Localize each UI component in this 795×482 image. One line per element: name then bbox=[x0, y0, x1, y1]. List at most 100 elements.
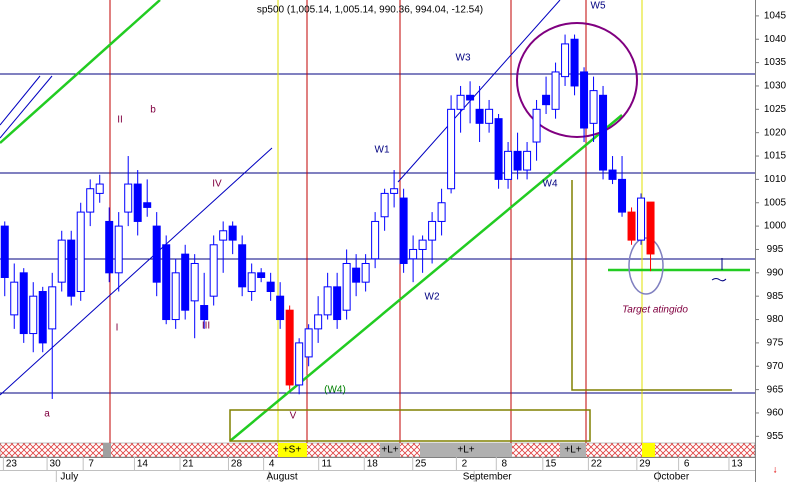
annotation: II bbox=[117, 115, 123, 126]
candle-body bbox=[190, 262, 199, 302]
month-label: August bbox=[266, 472, 297, 482]
candle-body bbox=[314, 314, 323, 330]
candle-body bbox=[143, 202, 152, 208]
candle-body bbox=[57, 239, 66, 283]
candle-body bbox=[219, 230, 228, 241]
y-tick-label: 990 bbox=[767, 267, 784, 278]
svg-text:↓: ↓ bbox=[773, 465, 778, 476]
candle-body bbox=[295, 342, 304, 386]
y-tick-label: 980 bbox=[767, 314, 784, 325]
candle-body bbox=[38, 291, 47, 344]
candle-body bbox=[152, 225, 161, 283]
candle-body bbox=[532, 108, 541, 143]
annotation: (W4) bbox=[324, 385, 346, 396]
y-tick-label: 955 bbox=[767, 431, 784, 442]
candle-body bbox=[418, 239, 427, 250]
annotation: III bbox=[202, 321, 210, 332]
candle-body bbox=[646, 201, 655, 255]
candle-body bbox=[409, 248, 418, 260]
candle-body bbox=[599, 94, 608, 171]
candle-body bbox=[29, 295, 38, 335]
candle-body bbox=[485, 108, 494, 124]
x-tick-label: 14 bbox=[137, 459, 149, 470]
month-label: July bbox=[60, 472, 78, 482]
x-tick-label: 8 bbox=[502, 459, 508, 470]
annotation: V bbox=[290, 411, 297, 422]
x-tick-label: 2 bbox=[462, 459, 468, 470]
candle-body bbox=[466, 94, 475, 101]
candle-body bbox=[523, 150, 532, 171]
candle-body bbox=[285, 309, 294, 386]
candle-body bbox=[0, 225, 9, 278]
annotation: IV bbox=[212, 179, 222, 190]
band-label: +S+ bbox=[283, 445, 302, 456]
band-label: +L+ bbox=[381, 445, 398, 456]
candle-body bbox=[428, 220, 437, 241]
candle-body bbox=[124, 183, 133, 213]
y-tick-label: 1015 bbox=[764, 151, 787, 162]
candle-body bbox=[257, 272, 266, 278]
candle-body bbox=[228, 225, 237, 241]
candle-body bbox=[333, 286, 342, 321]
candle-body bbox=[542, 94, 551, 106]
chart-title: sp500 (1,005.14, 1,005.14, 990.36, 994.0… bbox=[257, 5, 483, 16]
candle-body bbox=[504, 150, 513, 180]
y-tick-label: 1030 bbox=[764, 81, 787, 92]
band-label: +L+ bbox=[564, 445, 581, 456]
candle-body bbox=[67, 239, 76, 297]
x-tick-label: 15 bbox=[545, 459, 557, 470]
candle-body bbox=[390, 188, 399, 194]
candle-body bbox=[181, 253, 190, 311]
y-tick-label: 1040 bbox=[764, 34, 787, 45]
annotation: Target atingido bbox=[622, 305, 688, 316]
candle-body bbox=[105, 220, 114, 274]
candle-body bbox=[114, 225, 123, 274]
candle-body bbox=[399, 197, 408, 264]
y-tick-label: 960 bbox=[767, 408, 784, 419]
month-label: October bbox=[654, 472, 690, 482]
annotation: W5 bbox=[591, 1, 606, 12]
y-tick-label: 1005 bbox=[764, 197, 787, 208]
candle-body bbox=[494, 118, 503, 180]
candle-body bbox=[456, 94, 465, 110]
candle-body bbox=[627, 211, 636, 241]
candle-body bbox=[618, 178, 627, 213]
y-tick-label: 1020 bbox=[764, 127, 787, 138]
candle-body bbox=[380, 192, 389, 218]
annotation: W3 bbox=[456, 53, 471, 64]
y-tick-label: 1025 bbox=[764, 104, 787, 115]
candle-body bbox=[608, 169, 617, 180]
candle-body bbox=[19, 272, 28, 335]
candle-body bbox=[95, 183, 104, 194]
annotation: W1 bbox=[375, 145, 390, 156]
candle-body bbox=[371, 220, 380, 260]
annotation: W2 bbox=[425, 292, 440, 303]
candle-body bbox=[133, 183, 142, 222]
x-tick-label: 25 bbox=[415, 459, 427, 470]
candle-body bbox=[304, 328, 313, 358]
x-tick-label: 7 bbox=[88, 459, 94, 470]
candle-body bbox=[551, 71, 560, 110]
candle-body bbox=[637, 197, 646, 241]
candle-body bbox=[361, 262, 370, 283]
y-tick-label: 1035 bbox=[764, 57, 787, 68]
candle-body bbox=[48, 286, 57, 330]
candle-body bbox=[475, 108, 484, 124]
x-tick-label: 18 bbox=[367, 459, 379, 470]
y-tick-label: 985 bbox=[767, 291, 784, 302]
candle-body bbox=[86, 188, 95, 213]
x-tick-label: 6 bbox=[684, 459, 690, 470]
candle-body bbox=[580, 71, 589, 129]
candle-body bbox=[276, 295, 285, 321]
x-tick-label: 22 bbox=[591, 459, 603, 470]
candle-body bbox=[561, 43, 570, 78]
candle-body bbox=[589, 90, 598, 124]
candle-body bbox=[352, 267, 361, 283]
candle-body bbox=[10, 281, 19, 316]
y-tick-label: 1000 bbox=[764, 221, 787, 232]
x-tick-label: 28 bbox=[231, 459, 243, 470]
candle-body bbox=[171, 272, 180, 321]
candle-body bbox=[162, 244, 171, 321]
y-tick-label: 1010 bbox=[764, 174, 787, 185]
